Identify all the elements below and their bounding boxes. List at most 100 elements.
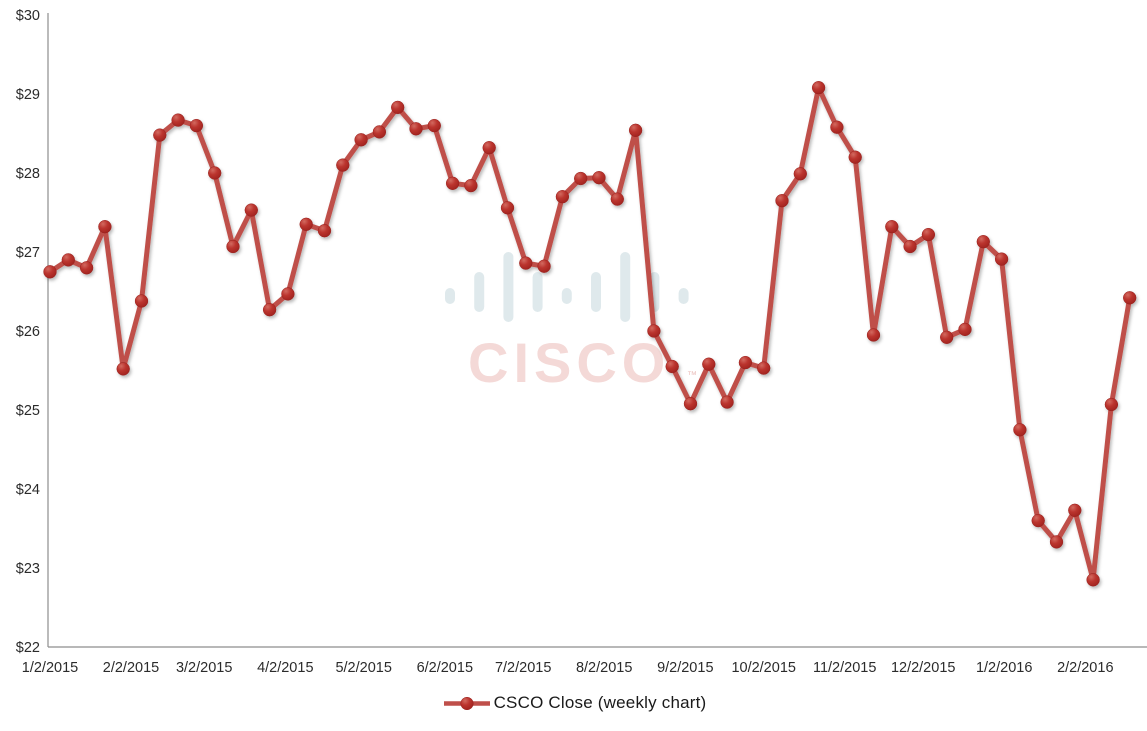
data-point-marker bbox=[885, 220, 899, 234]
data-point-marker bbox=[116, 362, 130, 376]
watermark-logo-bar bbox=[474, 272, 485, 312]
y-tick-label: $25 bbox=[16, 403, 40, 419]
x-tick-label: 7/2/2015 bbox=[495, 660, 551, 676]
y-tick-label: $22 bbox=[16, 640, 40, 656]
watermark-logo-bar bbox=[678, 288, 689, 304]
data-point-marker bbox=[61, 253, 75, 267]
watermark-logo-bar bbox=[532, 272, 543, 312]
data-point-marker bbox=[1068, 503, 1082, 517]
cisco-watermark: CISCO ™ bbox=[445, 252, 697, 394]
data-point-marker bbox=[354, 133, 368, 147]
x-tick-label: 1/2/2016 bbox=[976, 660, 1032, 676]
x-tick-label: 12/2/2015 bbox=[891, 660, 956, 676]
y-tick-label: $30 bbox=[16, 8, 40, 24]
y-tick-label: $29 bbox=[16, 87, 40, 103]
data-point-marker bbox=[592, 171, 606, 185]
watermark-text: CISCO bbox=[468, 331, 670, 394]
data-point-marker bbox=[1031, 513, 1045, 528]
data-point-marker bbox=[98, 220, 112, 234]
watermark-tm: ™ bbox=[687, 370, 697, 381]
y-tick-label: $26 bbox=[16, 324, 40, 340]
data-point-marker bbox=[830, 120, 844, 134]
y-tick-label: $23 bbox=[16, 561, 40, 577]
data-point-marker bbox=[500, 201, 515, 215]
x-tick-label: 2/2/2016 bbox=[1057, 660, 1113, 676]
data-point-marker bbox=[921, 227, 936, 242]
x-tick-label: 6/2/2015 bbox=[417, 660, 473, 676]
data-point-marker bbox=[79, 261, 94, 275]
x-tick-label: 11/2/2015 bbox=[813, 660, 876, 676]
data-point-marker bbox=[665, 359, 679, 374]
y-tick-label: $27 bbox=[16, 245, 40, 261]
data-point-marker bbox=[738, 355, 753, 370]
data-point-marker bbox=[171, 113, 185, 127]
data-point-marker bbox=[1013, 423, 1027, 437]
legend-label: CSCO Close (weekly chart) bbox=[493, 693, 707, 712]
y-tick-label: $28 bbox=[16, 166, 40, 182]
data-point-marker bbox=[647, 324, 661, 338]
data-point-marker bbox=[336, 158, 350, 172]
data-point-marker bbox=[134, 294, 149, 308]
data-point-marker bbox=[958, 322, 972, 337]
data-point-marker bbox=[409, 122, 423, 136]
data-point-marker bbox=[1086, 573, 1100, 587]
data-point-marker bbox=[372, 125, 387, 139]
x-tick-label: 9/2/2015 bbox=[657, 660, 713, 676]
data-point-marker bbox=[994, 252, 1009, 266]
legend-marker-icon bbox=[443, 696, 490, 710]
watermark-logo-bar bbox=[445, 288, 455, 304]
data-point-marker bbox=[153, 128, 167, 142]
data-point-marker bbox=[281, 287, 295, 301]
data-point-marker bbox=[702, 357, 716, 371]
data-point-marker bbox=[391, 100, 405, 115]
data-point-marker bbox=[464, 178, 478, 193]
data-point-marker bbox=[757, 361, 771, 375]
data-point-marker bbox=[628, 123, 643, 137]
data-point-marker bbox=[976, 235, 990, 249]
data-point-marker bbox=[43, 265, 57, 279]
data-point-marker bbox=[189, 118, 204, 133]
data-point-marker bbox=[427, 118, 441, 133]
x-tick-label: 2/2/2015 bbox=[103, 660, 159, 676]
data-point-marker bbox=[1049, 535, 1064, 549]
data-point-marker bbox=[317, 224, 332, 238]
data-point-marker bbox=[226, 239, 240, 254]
x-tick-label: 4/2/2015 bbox=[257, 660, 313, 676]
data-point-marker bbox=[1104, 397, 1119, 412]
data-point-marker bbox=[482, 141, 496, 155]
data-point-marker bbox=[940, 330, 954, 344]
data-point-marker bbox=[208, 166, 222, 180]
data-point-marker bbox=[299, 217, 313, 231]
data-point-marker bbox=[811, 81, 826, 95]
watermark-logo-bar bbox=[503, 252, 514, 322]
data-point-marker bbox=[793, 167, 807, 181]
data-point-marker bbox=[866, 328, 881, 342]
data-point-marker bbox=[1123, 291, 1137, 305]
data-point-marker bbox=[262, 303, 277, 317]
data-point-marker bbox=[555, 190, 570, 204]
data-point-marker bbox=[720, 395, 734, 409]
chart-legend: CSCO Close (weekly chart) bbox=[0, 693, 1147, 713]
x-tick-label: 3/2/2015 bbox=[176, 660, 232, 676]
x-tick-label: 8/2/2015 bbox=[576, 660, 632, 676]
series-csco-close bbox=[43, 81, 1137, 587]
watermark-logo-bar bbox=[561, 288, 572, 304]
data-point-marker bbox=[519, 256, 533, 270]
data-point-marker bbox=[244, 203, 258, 217]
data-point-marker bbox=[683, 397, 698, 411]
watermark-logo-bar bbox=[591, 272, 601, 312]
data-point-marker bbox=[610, 192, 624, 206]
data-point-marker bbox=[775, 194, 789, 208]
x-tick-label: 10/2/2015 bbox=[731, 660, 796, 676]
data-point-marker bbox=[445, 176, 460, 190]
data-point-marker bbox=[574, 171, 588, 186]
data-point-marker bbox=[848, 150, 862, 164]
data-point-marker bbox=[903, 239, 917, 254]
x-tick-label: 1/2/2015 bbox=[22, 660, 78, 676]
x-tick-label: 5/2/2015 bbox=[335, 660, 391, 676]
y-tick-label: $24 bbox=[16, 482, 40, 498]
data-point-marker bbox=[537, 259, 551, 273]
watermark-logo-bar bbox=[620, 252, 631, 322]
